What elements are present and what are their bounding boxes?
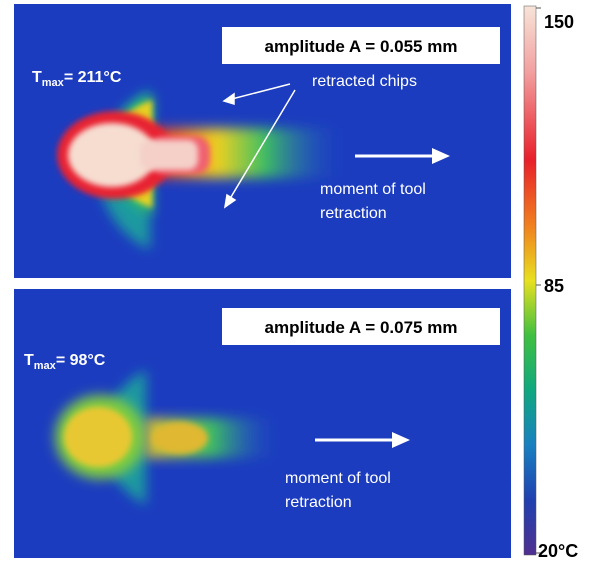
retraction-label: retraction bbox=[285, 494, 352, 511]
amplitude-label: amplitude A = 0.055 mm bbox=[265, 37, 458, 56]
colorbar bbox=[524, 6, 536, 555]
retraction-label: retraction bbox=[320, 205, 387, 222]
retraction-label: moment of tool bbox=[285, 470, 391, 487]
colorbar-label: 85 bbox=[544, 276, 564, 296]
figure: 150 85 20°C amplitude A = 0.055 mm Tmax=… bbox=[0, 0, 596, 564]
amplitude-label: amplitude A = 0.075 mm bbox=[265, 318, 458, 337]
chips-label: retracted chips bbox=[312, 73, 417, 90]
colorbar-label: 20°C bbox=[538, 541, 578, 561]
retraction-label: moment of tool bbox=[320, 181, 426, 198]
colorbar-label: 150 bbox=[544, 12, 574, 32]
